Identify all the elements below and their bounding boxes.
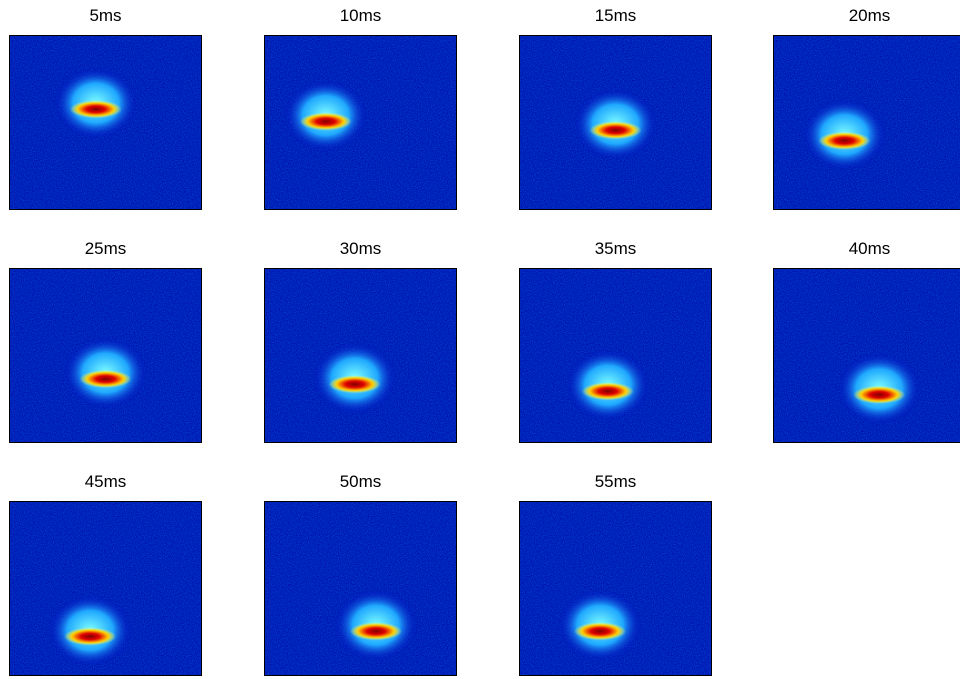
cloud-core (328, 375, 381, 394)
cloud-core (349, 622, 402, 641)
panel-frame (264, 268, 457, 443)
cloud-core (574, 622, 627, 641)
image-panel (264, 35, 457, 210)
image-panel (9, 501, 202, 676)
image-panel (519, 35, 712, 210)
panel-frame (264, 501, 457, 676)
panel-title: 30ms (339, 239, 382, 258)
image-panel (773, 268, 960, 443)
image-panel (519, 501, 712, 676)
panel-title: 15ms (594, 6, 637, 25)
image-panel (264, 501, 457, 676)
panel-frame (9, 501, 202, 676)
cloud-core (581, 382, 634, 401)
image-panel (773, 35, 960, 210)
panel-title: 35ms (594, 239, 637, 258)
cloud-core (79, 370, 132, 388)
cloud-core (64, 627, 117, 646)
cloud-core (69, 100, 122, 119)
panel-frame (9, 35, 202, 210)
panel-title: 45ms (84, 472, 127, 491)
panel-frame (519, 501, 712, 676)
image-panel (9, 35, 202, 210)
panel-title: 20ms (848, 6, 891, 25)
panel-frame (9, 268, 202, 443)
panel-title: 10ms (339, 6, 382, 25)
panel-frame (519, 35, 712, 210)
panel-title: 50ms (339, 472, 382, 491)
image-panel (9, 268, 202, 443)
panel-title: 55ms (594, 472, 637, 491)
cloud-core (853, 385, 906, 404)
cloud-core (589, 121, 642, 140)
image-panel (264, 268, 457, 443)
panel-frame (773, 35, 960, 210)
cloud-core (818, 131, 871, 150)
panel-frame (519, 268, 712, 443)
panel-title: 40ms (848, 239, 891, 258)
panel-title: 5ms (89, 6, 122, 25)
image-panel (519, 268, 712, 443)
cloud-core (299, 112, 352, 131)
panel-frame (264, 35, 457, 210)
panel-title: 25ms (84, 239, 127, 258)
panel-frame (773, 268, 960, 443)
